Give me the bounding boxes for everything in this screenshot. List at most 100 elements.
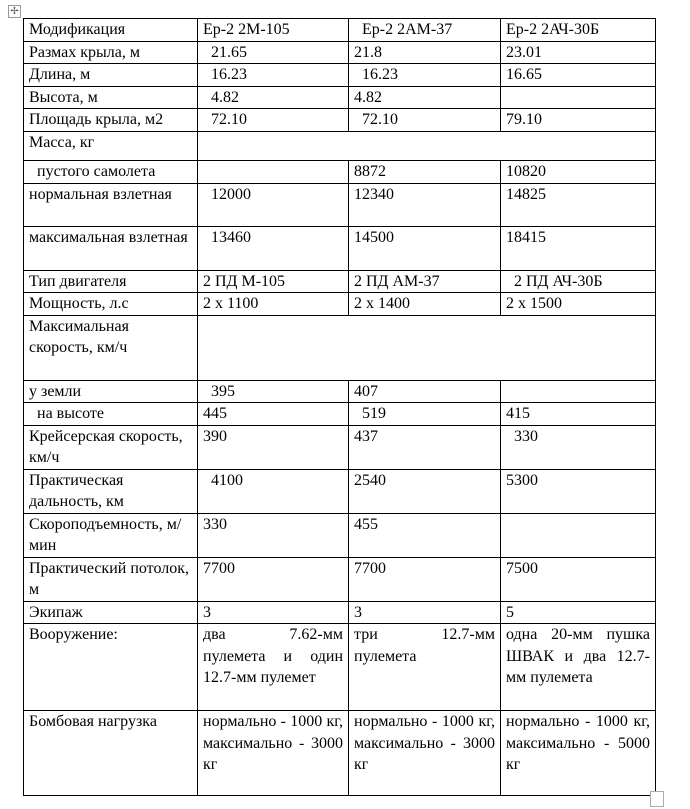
- value-cell: [500, 512, 656, 558]
- value-cell: 21.65: [197, 40, 349, 64]
- table-row: Практический потолок, м 7700 7700 7500: [23, 556, 656, 602]
- value-cell: одна 20-мм пушка ШВАК и два 12.7-мм пуле…: [500, 623, 656, 711]
- value-cell: 23.01: [500, 40, 656, 64]
- value-cell: 395: [197, 379, 349, 403]
- value-cell: 16.23: [197, 63, 349, 87]
- value-cell: 3: [197, 600, 349, 624]
- row-label: пустого самолета: [23, 160, 198, 184]
- table-row: Масса, кг: [23, 131, 656, 161]
- value-cell: 3: [348, 600, 501, 624]
- value-cell: 16.65: [500, 63, 656, 87]
- value-cell: 5: [500, 600, 656, 624]
- value-cell: 407: [348, 379, 501, 403]
- header-cell: Ер-2 2АМ-37: [348, 18, 501, 42]
- value-cell: 14825: [500, 182, 656, 227]
- value-cell: 330: [197, 512, 349, 558]
- table-row: Вооружение: два 7.62-мм пулемета и один 1…: [23, 623, 656, 711]
- value-cell: три 12.7-мм пулемета: [348, 623, 501, 711]
- row-label: на высоте: [23, 402, 198, 426]
- header-cell: Ер-2 2М-105: [197, 18, 349, 42]
- value-cell: 390: [197, 424, 349, 470]
- value-cell: 2540: [348, 468, 501, 514]
- value-cell: 8872: [348, 160, 501, 184]
- row-label: максимальная взлетная: [23, 225, 198, 271]
- value-cell: [500, 379, 656, 403]
- value-cell: 2 ПД М-105: [197, 269, 349, 293]
- row-label: Экипаж: [23, 600, 198, 624]
- row-label: Скороподъемность, м/мин: [23, 512, 198, 558]
- value-cell: 12340: [348, 182, 501, 227]
- row-label: Максимальная скорость, км/ч: [23, 314, 198, 381]
- end-of-row-marker: [650, 791, 664, 807]
- value-cell: 14500: [348, 225, 501, 271]
- header-cell: Ер-2 2АЧ-30Б: [500, 18, 656, 42]
- value-cell: 2 x 1400: [348, 292, 501, 316]
- value-cell: 21.8: [348, 40, 501, 64]
- row-label: Практический потолок, м: [23, 556, 198, 602]
- value-cell: 330: [500, 424, 656, 470]
- table-move-handle-icon[interactable]: ✢: [8, 5, 21, 18]
- table-row: Мощность, л.с 2 x 1100 2 x 1400 2 x 1500: [23, 292, 656, 316]
- value-cell: 437: [348, 424, 501, 470]
- value-cell: 7500: [500, 556, 656, 602]
- value-cell: 2 ПД АЧ-30Б: [500, 269, 656, 293]
- row-label: нормальная взлетная: [23, 182, 198, 227]
- specs-table: Модификация Ер-2 2М-105 Ер-2 2АМ-37 Ер-2…: [23, 18, 656, 796]
- header-cell: Модификация: [23, 18, 198, 42]
- value-cell: 72.10: [348, 108, 501, 132]
- value-cell: 18415: [500, 225, 656, 271]
- value-cell: 2 x 1100: [197, 292, 349, 316]
- value-cell: 519: [348, 402, 501, 426]
- row-label: Бомбовая нагрузка: [23, 710, 198, 796]
- table-row: Максимальная скорость, км/ч: [23, 314, 656, 381]
- merged-empty-cell: [197, 314, 656, 381]
- table-row: Размах крыла, м 21.65 21.8 23.01: [23, 40, 656, 64]
- value-cell: [500, 85, 656, 109]
- table-row: у земли 395 407: [23, 379, 656, 403]
- row-label: Высота, м: [23, 85, 198, 109]
- value-cell: 16.23: [348, 63, 501, 87]
- row-label: у земли: [23, 379, 198, 403]
- table-row: нормальная взлетная 12000 12340 14825: [23, 182, 656, 227]
- table-row: Крейсерская скорость, км/ч 390 437 330: [23, 424, 656, 470]
- value-cell: 7700: [197, 556, 349, 602]
- table-row: Бомбовая нагрузка нормально - 1000 кг, ма…: [23, 710, 656, 796]
- value-cell: 445: [197, 402, 349, 426]
- row-label: Мощность, л.с: [23, 292, 198, 316]
- row-label: Длина, м: [23, 63, 198, 87]
- table-row: Длина, м 16.23 16.23 16.65: [23, 63, 656, 87]
- value-cell: 13460: [197, 225, 349, 271]
- merged-empty-cell: [197, 131, 656, 161]
- value-cell: [197, 160, 349, 184]
- table-row: Площадь крыла, м2 72.10 72.10 79.10: [23, 108, 656, 132]
- value-cell: 4.82: [197, 85, 349, 109]
- row-label: Площадь крыла, м2: [23, 108, 198, 132]
- row-label: Практическая дальность, км: [23, 468, 198, 514]
- value-cell: 4100: [197, 468, 349, 514]
- value-cell: 5300: [500, 468, 656, 514]
- table-row: Экипаж 3 3 5: [23, 600, 656, 624]
- row-label: Масса, кг: [23, 131, 198, 161]
- value-cell: 12000: [197, 182, 349, 227]
- value-cell: 2 ПД АМ-37: [348, 269, 501, 293]
- row-label: Размах крыла, м: [23, 40, 198, 64]
- value-cell: два 7.62-мм пулемета и один 12.7-мм пуле…: [197, 623, 349, 711]
- value-cell: 4.82: [348, 85, 501, 109]
- table-row: Скороподъемность, м/мин 330 455: [23, 512, 656, 558]
- table-row: Практическая дальность, км 4100 2540 5300: [23, 468, 656, 514]
- value-cell: нормально - 1000 кг, максимально - 5000 …: [500, 710, 656, 796]
- value-cell: 2 x 1500: [500, 292, 656, 316]
- table-row: пустого самолета 8872 10820: [23, 160, 656, 184]
- value-cell: нормально - 1000 кг, максимально - 3000 …: [197, 710, 349, 796]
- value-cell: 72.10: [197, 108, 349, 132]
- value-cell: 7700: [348, 556, 501, 602]
- row-label: Вооружение:: [23, 623, 198, 711]
- value-cell: 79.10: [500, 108, 656, 132]
- value-cell: 415: [500, 402, 656, 426]
- value-cell: нормально - 1000 кг, максимально - 3000 …: [348, 710, 501, 796]
- table-row: на высоте 445 519 415: [23, 402, 656, 426]
- row-label: Крейсерская скорость, км/ч: [23, 424, 198, 470]
- table-header-row: Модификация Ер-2 2М-105 Ер-2 2АМ-37 Ер-2…: [23, 18, 656, 42]
- table-row: максимальная взлетная 13460 14500 18415: [23, 225, 656, 271]
- value-cell: 455: [348, 512, 501, 558]
